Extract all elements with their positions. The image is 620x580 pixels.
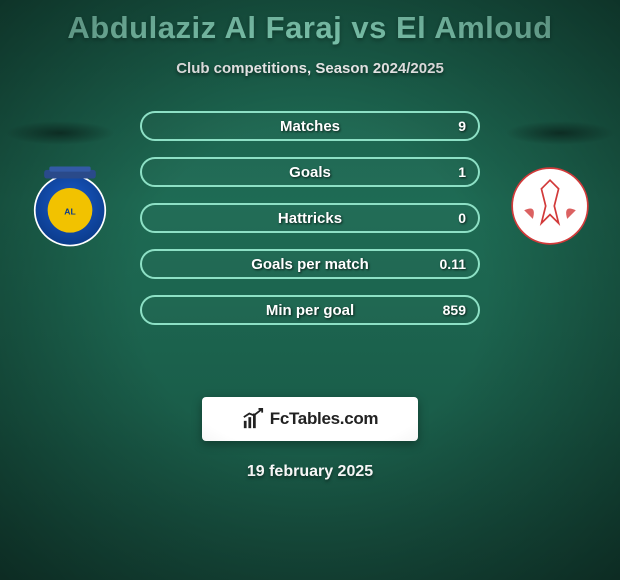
footer-date: 19 february 2025 bbox=[0, 463, 620, 481]
player-shadow-left bbox=[5, 121, 115, 145]
chart-icon bbox=[242, 408, 264, 430]
club-badge-left: AL bbox=[20, 163, 120, 249]
stat-row-goals: Goals 1 bbox=[140, 157, 480, 187]
comparison-stage: AL Matches 9 Goals 1 Hattricks 0 Goals p… bbox=[0, 111, 620, 371]
svg-text:AL: AL bbox=[64, 207, 75, 217]
stat-label: Matches bbox=[280, 118, 340, 135]
player-shadow-right bbox=[505, 121, 615, 145]
stat-row-matches: Matches 9 bbox=[140, 111, 480, 141]
stat-value: 0.11 bbox=[440, 256, 466, 272]
brand-text: FcTables.com bbox=[270, 409, 379, 429]
stat-row-goals-per-match: Goals per match 0.11 bbox=[140, 249, 480, 279]
page-title: Abdulaziz Al Faraj vs El Amloud bbox=[0, 0, 620, 46]
brand-box[interactable]: FcTables.com bbox=[202, 397, 418, 441]
stat-value: 859 bbox=[443, 302, 466, 318]
stat-label: Goals per match bbox=[251, 256, 369, 273]
stat-label: Min per goal bbox=[266, 302, 354, 319]
stat-value: 0 bbox=[458, 210, 466, 226]
club-badge-right bbox=[500, 163, 600, 249]
stat-label: Hattricks bbox=[278, 210, 342, 227]
stat-row-hattricks: Hattricks 0 bbox=[140, 203, 480, 233]
stat-rows: Matches 9 Goals 1 Hattricks 0 Goals per … bbox=[140, 111, 480, 325]
stat-label: Goals bbox=[289, 164, 331, 181]
stat-value: 1 bbox=[458, 164, 466, 180]
stat-row-min-per-goal: Min per goal 859 bbox=[140, 295, 480, 325]
page-subtitle: Club competitions, Season 2024/2025 bbox=[0, 60, 620, 77]
stat-value: 9 bbox=[458, 118, 466, 134]
